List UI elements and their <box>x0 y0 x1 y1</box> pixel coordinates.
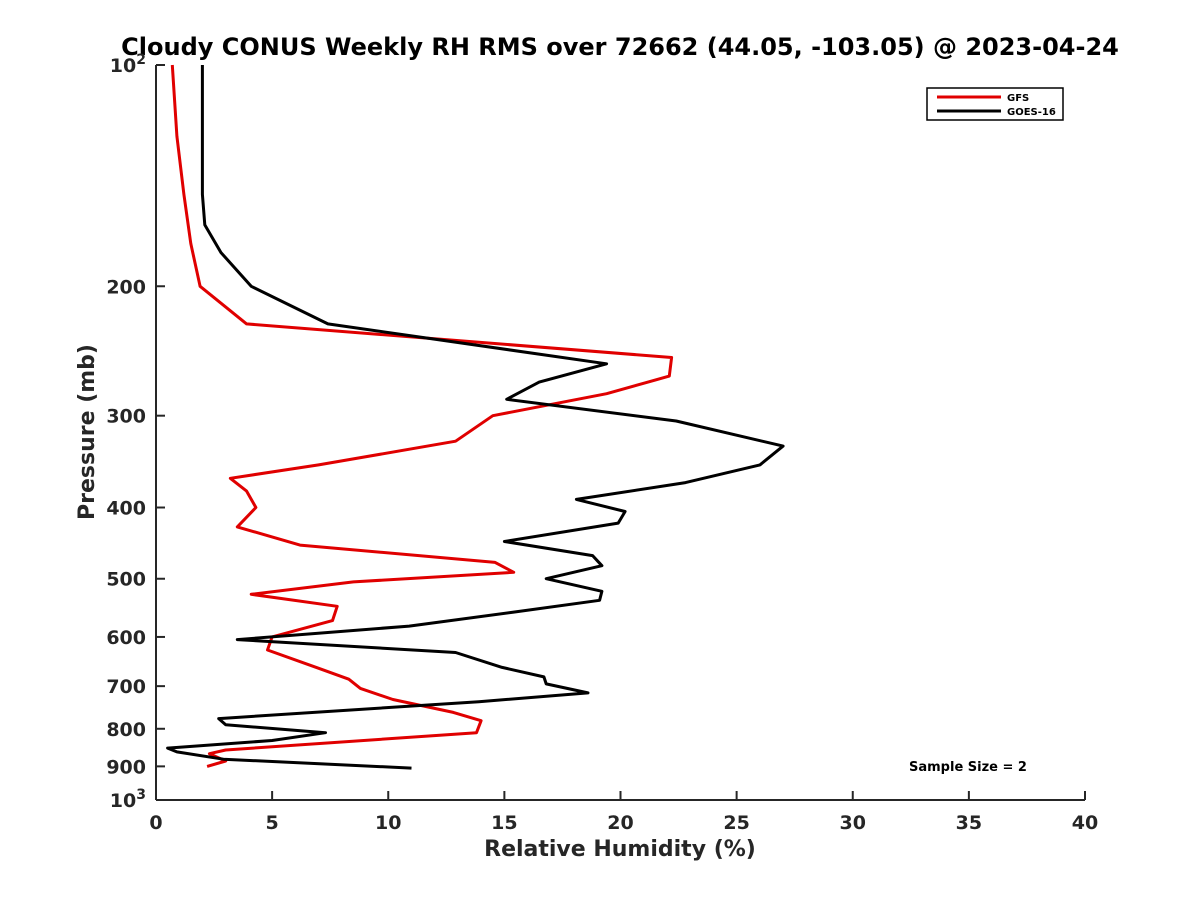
y-tick-label: 800 <box>106 719 146 741</box>
y-tick-label: 700 <box>106 676 146 698</box>
y-tick-label: 500 <box>106 569 146 591</box>
x-tick-label: 5 <box>266 812 279 834</box>
x-tick-label: 10 <box>375 812 401 834</box>
y-tick-label: 900 <box>106 756 146 778</box>
x-tick-label: 0 <box>149 812 162 834</box>
legend-label: GOES-16 <box>1007 107 1056 118</box>
chart-title: Cloudy CONUS Weekly RH RMS over 72662 (4… <box>121 33 1119 61</box>
x-tick-label: 35 <box>956 812 982 834</box>
x-tick-label: 25 <box>723 812 749 834</box>
plot-area: 0 5 10 15 20 25 30 35 40102200300400500600700800… <box>106 52 1098 834</box>
y-tick-label: 200 <box>106 276 146 298</box>
sample-size-annotation: Sample Size = 2 <box>909 760 1027 775</box>
y-tick-label: 400 <box>106 498 146 520</box>
legend-box <box>926 87 1064 121</box>
legend: GFS GOES-16 <box>926 87 1064 121</box>
x-tick-label: 20 <box>607 812 633 834</box>
y-tick-label: 300 <box>106 406 146 428</box>
x-tick-label: 40 <box>1072 812 1098 834</box>
series-line-gfs <box>170 64 674 768</box>
y-axis-label: Pressure (mb) <box>75 344 100 520</box>
x-tick-label: 15 <box>491 812 517 834</box>
x-axis-label: Relative Humidity (%) <box>484 837 756 862</box>
y-tick-label: 600 <box>106 627 146 649</box>
legend-label: GFS <box>1007 93 1029 104</box>
x-tick-label: 30 <box>840 812 866 834</box>
series-line-goes-16 <box>166 65 785 770</box>
